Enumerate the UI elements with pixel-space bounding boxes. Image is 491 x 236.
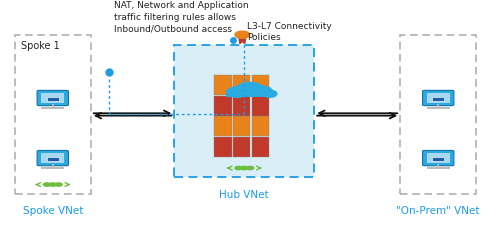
- FancyBboxPatch shape: [427, 153, 450, 163]
- FancyBboxPatch shape: [215, 96, 232, 116]
- FancyBboxPatch shape: [233, 96, 250, 116]
- Text: Spoke 1: Spoke 1: [21, 41, 59, 51]
- Circle shape: [55, 183, 62, 186]
- FancyBboxPatch shape: [47, 157, 58, 161]
- Text: NAT, Network and Application
traffic filtering rules allows
Inbound/Outbound acc: NAT, Network and Application traffic fil…: [114, 1, 249, 33]
- Circle shape: [236, 82, 264, 96]
- Text: Hub VNet: Hub VNet: [219, 190, 269, 200]
- FancyBboxPatch shape: [215, 137, 232, 157]
- FancyBboxPatch shape: [423, 90, 454, 106]
- FancyBboxPatch shape: [233, 76, 250, 95]
- FancyBboxPatch shape: [215, 116, 232, 136]
- FancyBboxPatch shape: [433, 97, 444, 101]
- FancyBboxPatch shape: [37, 90, 68, 106]
- Polygon shape: [239, 37, 246, 44]
- Circle shape: [252, 86, 272, 96]
- FancyBboxPatch shape: [226, 91, 272, 97]
- FancyBboxPatch shape: [252, 137, 269, 157]
- FancyBboxPatch shape: [423, 151, 454, 166]
- Circle shape: [44, 183, 50, 186]
- FancyBboxPatch shape: [37, 151, 68, 166]
- FancyBboxPatch shape: [233, 116, 250, 136]
- FancyBboxPatch shape: [233, 137, 250, 157]
- FancyBboxPatch shape: [41, 93, 64, 103]
- Circle shape: [235, 31, 249, 38]
- FancyBboxPatch shape: [433, 157, 444, 161]
- FancyBboxPatch shape: [252, 76, 269, 95]
- FancyBboxPatch shape: [252, 96, 269, 116]
- FancyBboxPatch shape: [47, 97, 58, 101]
- FancyBboxPatch shape: [252, 116, 269, 136]
- Circle shape: [227, 87, 248, 97]
- FancyBboxPatch shape: [174, 45, 314, 177]
- FancyBboxPatch shape: [41, 153, 64, 163]
- Circle shape: [49, 183, 56, 186]
- Text: L3-L7 Connectivity
Policies: L3-L7 Connectivity Policies: [247, 22, 332, 42]
- Circle shape: [241, 166, 247, 170]
- Text: "On-Prem" VNet: "On-Prem" VNet: [396, 206, 480, 216]
- FancyBboxPatch shape: [215, 76, 232, 95]
- Circle shape: [246, 166, 253, 170]
- Circle shape: [262, 90, 277, 97]
- Text: Spoke VNet: Spoke VNet: [23, 206, 83, 216]
- Circle shape: [235, 166, 242, 170]
- FancyBboxPatch shape: [427, 93, 450, 103]
